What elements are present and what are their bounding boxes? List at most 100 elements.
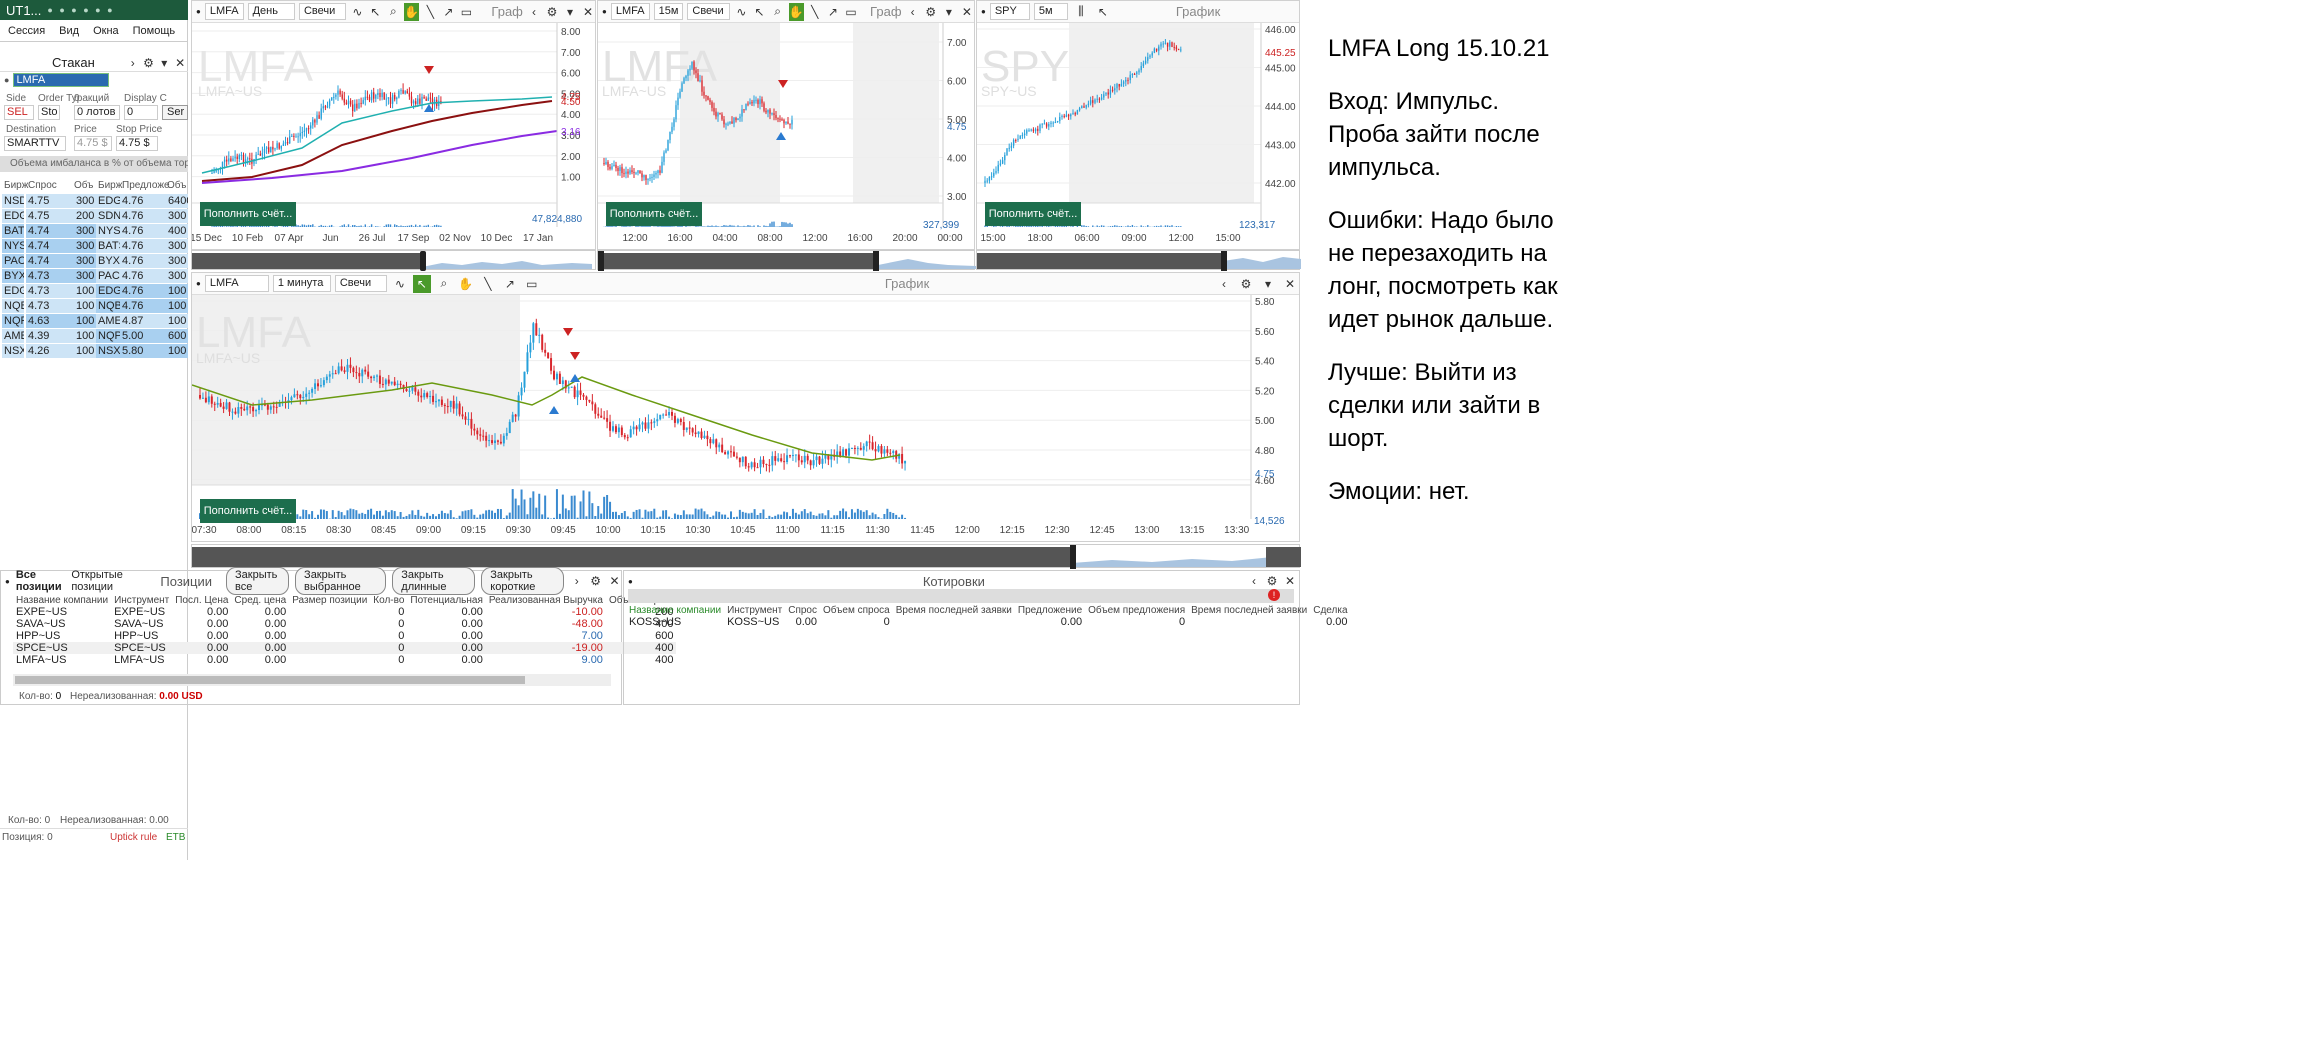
close-short-button[interactable]: Закрыть короткие — [481, 567, 565, 595]
pin-icon[interactable]: ▾ — [161, 55, 168, 70]
positions-hscroll[interactable] — [13, 674, 611, 686]
line-tool-icon[interactable]: ╲ — [484, 276, 492, 291]
chart-lmfa-1m[interactable]: ● LMFA 1 минута Свечи ∿ ↖ ⌕ ✋ ╲ ↗ ▭ Граф… — [191, 272, 1300, 542]
scroll-handle-right[interactable] — [873, 251, 879, 271]
menu-view[interactable]: Вид — [59, 24, 80, 37]
column-header[interactable]: Время последней заявки — [1191, 605, 1308, 616]
close-icon[interactable]: ✕ — [961, 4, 972, 19]
interval-select[interactable]: 5м — [1033, 3, 1068, 20]
column-header[interactable]: Размер позиции — [292, 595, 368, 606]
interval-select[interactable]: День — [247, 3, 295, 20]
indicators-icon[interactable]: ∿ — [394, 276, 405, 291]
symbol-select[interactable]: SPY — [989, 3, 1030, 20]
cursor-icon[interactable]: ↖ — [370, 4, 381, 19]
column-header[interactable]: Инструмент — [114, 595, 170, 606]
zoom-icon[interactable]: ⌕ — [390, 4, 397, 18]
interval-select[interactable]: 1 минута — [272, 275, 331, 292]
scroll-handle[interactable] — [1070, 545, 1076, 569]
menu-windows[interactable]: Окна — [93, 24, 119, 37]
chart-lmfa-15m[interactable]: ● LMFA 15м Свечи ∿ ↖ ⌕ ✋ ╲ ↗ ▭ Граф ‹ ⚙ … — [597, 0, 975, 250]
close-icon[interactable]: ✕ — [1284, 574, 1296, 588]
dom-row[interactable]: EDG 4.75 200 SDN 4.76 300 — [0, 209, 188, 224]
send-button[interactable]: Ser — [162, 105, 188, 120]
scroll-end[interactable] — [1266, 547, 1301, 567]
deposit-button[interactable]: Пополнить счёт... — [985, 202, 1081, 226]
column-header[interactable]: Инструмент — [727, 605, 783, 616]
close-icon[interactable]: ✕ — [582, 4, 594, 19]
gear-icon[interactable]: ⚙ — [546, 4, 558, 19]
scroll-range[interactable] — [192, 547, 1072, 567]
app-titlebar[interactable]: UT1... ● ● ● ● ● ● — [0, 0, 188, 20]
zoom-icon[interactable]: ⌕ — [774, 4, 782, 18]
scroll-range[interactable] — [977, 253, 1223, 269]
column-header[interactable]: Кол-во — [373, 595, 405, 606]
chart-type-select[interactable]: Свечи — [298, 3, 347, 20]
cursor-icon[interactable]: ↖ — [754, 4, 765, 19]
chart-type-select[interactable]: Свечи — [687, 3, 731, 20]
close-icon[interactable]: ✕ — [175, 55, 186, 70]
pin-icon[interactable]: ▾ — [1264, 276, 1272, 291]
close-all-button[interactable]: Закрыть все — [226, 567, 290, 595]
chart1-scrollbar[interactable] — [597, 250, 976, 271]
column-header[interactable]: Время последней заявки — [895, 605, 1012, 616]
order-type-select[interactable]: Sto — [38, 105, 60, 120]
pin-icon[interactable]: ▾ — [945, 4, 952, 19]
close-selected-button[interactable]: Закрыть выбранное — [295, 567, 387, 595]
chevron-left-icon[interactable]: ‹ — [531, 4, 536, 19]
table-row[interactable]: KOSS~US KOSS~US 0.00 0 0.00 0 0.00 — [626, 616, 1351, 628]
column-header[interactable]: Предложение — [1017, 605, 1083, 616]
cursor-icon[interactable]: ↖ — [1097, 4, 1108, 19]
table-row[interactable]: SAVA~US SAVA~US 0.00 0.00 0 0.00 -48.00 400 — [13, 618, 676, 630]
interval-select[interactable]: 15м — [653, 3, 684, 20]
close-icon[interactable]: ✕ — [1284, 276, 1296, 291]
hand-icon[interactable]: ✋ — [404, 2, 420, 21]
table-row[interactable]: HPP~US HPP~US 0.00 0.00 0 0.00 7.00 600 — [13, 630, 676, 642]
dom-row[interactable]: BYX 4.73 300 PAC 4.76 300 — [0, 269, 188, 284]
chart-spy-5m[interactable]: ● SPY 5м ⫼ ↖ График SPY SPY~US 446.00 445… — [976, 0, 1300, 250]
chart-plot[interactable]: LMFA LMFA~US 5.80 5.60 5.40 5.20 5.00 4.80 4.6… — [192, 295, 1300, 542]
menu-help[interactable]: Помощь — [132, 24, 176, 37]
chevron-left-icon[interactable]: ‹ — [910, 4, 915, 19]
chevron-right-icon[interactable]: › — [574, 574, 579, 588]
arrow-tool-icon[interactable]: ↗ — [827, 4, 838, 19]
gear-icon[interactable]: ⚙ — [1240, 276, 1252, 291]
chart-plot[interactable]: SPY SPY~US 446.00 445.00 444.00 443.00 442.0… — [977, 23, 1300, 250]
table-row[interactable]: SPCE~US SPCE~US 0.00 0.00 0 0.00 -19.00 400 — [13, 642, 677, 654]
column-header[interactable]: Спрос — [788, 605, 817, 616]
dom-row[interactable]: PAC 4.74 300 BYX 4.76 300 — [0, 254, 188, 269]
chevron-right-icon[interactable]: › — [130, 55, 135, 70]
scroll-range[interactable] — [598, 253, 878, 269]
column-header[interactable]: Потенциальная — [410, 595, 483, 606]
candles-icon[interactable]: ⫼ — [1078, 4, 1084, 18]
chart-type-select[interactable]: Свечи — [334, 275, 387, 292]
column-header[interactable]: Объем предложения — [1088, 605, 1186, 616]
chevron-left-icon[interactable]: ‹ — [1222, 276, 1226, 291]
tab-all-positions[interactable]: Все позиции — [15, 569, 62, 593]
table-row[interactable]: EXPE~US EXPE~US 0.00 0.00 0 0.00 -10.00 200 — [13, 606, 676, 618]
deposit-button[interactable]: Пополнить счёт... — [606, 202, 702, 226]
indicators-icon[interactable]: ∿ — [352, 4, 363, 19]
line-tool-icon[interactable]: ╲ — [426, 4, 434, 19]
quotes-input-bar[interactable]: ! — [628, 589, 1294, 603]
scroll-range[interactable] — [192, 253, 422, 269]
column-header[interactable]: Название компании — [629, 605, 722, 616]
chart3-scrollbar[interactable] — [191, 544, 1301, 569]
scroll-handle[interactable] — [1221, 251, 1227, 271]
chevron-left-icon[interactable]: ‹ — [1252, 574, 1256, 588]
pin-icon[interactable]: ▾ — [566, 4, 573, 19]
close-long-button[interactable]: Закрыть длинные — [392, 567, 476, 595]
rect-tool-icon[interactable]: ▭ — [845, 4, 857, 19]
chart0-scrollbar[interactable] — [191, 250, 596, 271]
hand-icon[interactable]: ✋ — [458, 276, 474, 291]
close-icon[interactable]: ✕ — [609, 574, 620, 588]
gear-icon[interactable]: ⚙ — [1266, 574, 1278, 588]
menu-session[interactable]: Сессия — [8, 24, 46, 37]
chart-plot[interactable]: LMFA LMFA~US 7.00 6.00 5.00 4.00 3.00 12:00 16… — [598, 23, 975, 250]
gear-icon[interactable]: ⚙ — [590, 574, 601, 588]
destination-select[interactable]: SMARTTV — [4, 136, 66, 151]
